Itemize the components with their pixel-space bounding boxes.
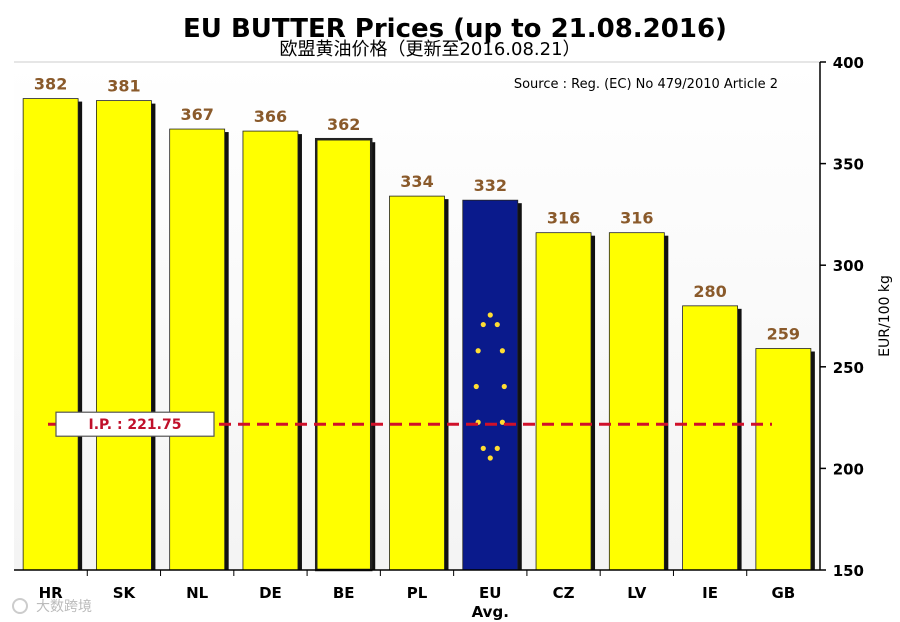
watermark-text: 大数跨境 bbox=[36, 599, 92, 615]
bars bbox=[22, 98, 815, 572]
reference-line-label-box bbox=[55, 411, 215, 437]
y-tick-label-350: 350 bbox=[833, 156, 864, 174]
watermark-icon bbox=[12, 598, 28, 614]
value-label-sk: 381 bbox=[107, 77, 140, 96]
eu-star-icon bbox=[475, 348, 481, 354]
bar-lv bbox=[608, 232, 665, 571]
category-label-cz: CZ bbox=[553, 584, 575, 602]
category-label-eu: EU bbox=[479, 584, 501, 602]
eu-star-icon bbox=[487, 455, 493, 461]
y-tick-label-150: 150 bbox=[833, 562, 864, 580]
value-label-pl: 334 bbox=[400, 172, 433, 191]
value-label-de: 366 bbox=[254, 107, 287, 126]
eu-star-icon bbox=[494, 321, 500, 328]
eu-star-icon bbox=[480, 445, 486, 452]
value-label-lv: 316 bbox=[620, 209, 653, 228]
eu-star-icon bbox=[499, 419, 505, 425]
category-label-nl: NL bbox=[186, 584, 209, 602]
bar-cz bbox=[535, 232, 592, 571]
eu-star-icon bbox=[487, 312, 493, 318]
category-label-hr: HR bbox=[39, 584, 64, 602]
bar-de bbox=[242, 130, 299, 571]
y-tick-label-400: 400 bbox=[833, 54, 864, 72]
value-label-nl: 367 bbox=[180, 105, 213, 124]
eu-star-icon bbox=[480, 321, 486, 328]
value-label-eu: 332 bbox=[474, 176, 507, 195]
reference-line-label: I.P. : 221.75 bbox=[89, 417, 182, 433]
bar-eu bbox=[462, 199, 519, 571]
category-label-sk: SK bbox=[113, 584, 137, 602]
chart-source: Source : Reg. (EC) No 479/2010 Article 2 bbox=[514, 77, 778, 92]
chart-subtitle: 欧盟黄油价格（更新至2016.08.21） bbox=[279, 39, 580, 60]
y-tick-label-300: 300 bbox=[833, 257, 864, 275]
reference-line-group: I.P. : 221.75 bbox=[48, 411, 772, 437]
bar-hr bbox=[22, 98, 79, 571]
y-axis-label: EUR/100 kg bbox=[877, 275, 893, 357]
bar-nl bbox=[169, 128, 226, 571]
eu-star-icon bbox=[499, 348, 505, 354]
category-label-pl: PL bbox=[407, 584, 428, 602]
chart-title: EU BUTTER Prices (up to 21.08.2016) bbox=[183, 14, 727, 44]
eu-star-icon bbox=[473, 383, 479, 390]
y-tick-label-250: 250 bbox=[833, 359, 864, 377]
bar-be bbox=[314, 137, 373, 572]
y-axis: 150 200 250 300 350 400 bbox=[819, 54, 864, 580]
category-label-be: BE bbox=[333, 584, 355, 602]
y-tick-label-200: 200 bbox=[833, 460, 864, 478]
value-label-cz: 316 bbox=[547, 209, 580, 228]
category-sublabel-eu: Avg. bbox=[472, 603, 509, 621]
value-label-be: 362 bbox=[327, 115, 360, 134]
bar-ie bbox=[682, 305, 738, 571]
category-label-lv: LV bbox=[627, 584, 646, 602]
value-labels: 382 381 367 366 362 334 332 316 316 280 259 bbox=[34, 75, 800, 344]
bar-gb bbox=[755, 348, 812, 571]
eu-star-icon bbox=[494, 445, 500, 452]
value-label-ie: 280 bbox=[693, 282, 726, 301]
value-label-gb: 259 bbox=[767, 325, 800, 344]
watermark: 大数跨境 bbox=[12, 598, 92, 615]
category-label-gb: GB bbox=[771, 584, 795, 602]
eu-star-icon bbox=[501, 383, 507, 390]
category-label-ie: IE bbox=[702, 584, 718, 602]
bar-sk bbox=[96, 100, 152, 571]
category-label-de: DE bbox=[259, 584, 282, 602]
bar-pl bbox=[389, 195, 445, 571]
value-label-hr: 382 bbox=[34, 75, 67, 94]
